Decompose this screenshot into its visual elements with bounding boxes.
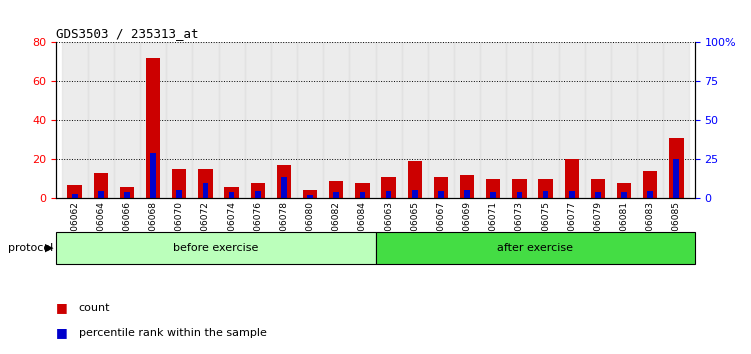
Bar bbox=[255, 192, 261, 198]
Bar bbox=[637, 42, 663, 198]
Bar bbox=[543, 192, 548, 198]
Bar bbox=[94, 173, 108, 198]
Bar bbox=[506, 42, 532, 198]
Bar bbox=[569, 192, 575, 198]
Bar bbox=[408, 161, 422, 198]
Bar bbox=[114, 42, 140, 198]
Text: percentile rank within the sample: percentile rank within the sample bbox=[79, 328, 267, 338]
Bar bbox=[225, 187, 239, 198]
Bar bbox=[271, 42, 297, 198]
Bar bbox=[166, 42, 192, 198]
Bar bbox=[674, 159, 679, 198]
Bar bbox=[245, 42, 271, 198]
Bar bbox=[360, 193, 365, 198]
Bar bbox=[119, 187, 134, 198]
Bar bbox=[386, 192, 391, 198]
Bar bbox=[382, 177, 396, 198]
Text: count: count bbox=[79, 303, 110, 313]
Bar bbox=[460, 175, 475, 198]
Text: protocol: protocol bbox=[8, 243, 53, 253]
Bar bbox=[349, 42, 376, 198]
Bar bbox=[198, 169, 213, 198]
Bar bbox=[486, 179, 500, 198]
Bar bbox=[647, 192, 653, 198]
Text: GDS3503 / 235313_at: GDS3503 / 235313_at bbox=[56, 27, 199, 40]
Bar bbox=[62, 42, 88, 198]
Bar bbox=[464, 190, 470, 198]
Text: before exercise: before exercise bbox=[173, 243, 258, 253]
Bar bbox=[517, 193, 522, 198]
Bar bbox=[512, 179, 526, 198]
Bar bbox=[376, 232, 695, 264]
Bar bbox=[146, 58, 160, 198]
Bar bbox=[591, 179, 605, 198]
Bar bbox=[329, 181, 343, 198]
Bar bbox=[172, 169, 186, 198]
Bar bbox=[88, 42, 114, 198]
Bar bbox=[98, 192, 104, 198]
Bar bbox=[192, 42, 219, 198]
Bar bbox=[438, 192, 444, 198]
Bar bbox=[565, 159, 579, 198]
Text: ■: ■ bbox=[56, 326, 68, 339]
Bar bbox=[203, 183, 208, 198]
Bar bbox=[140, 42, 166, 198]
Bar bbox=[176, 190, 182, 198]
Bar bbox=[595, 193, 601, 198]
Bar bbox=[663, 42, 689, 198]
Bar bbox=[251, 183, 265, 198]
Bar bbox=[150, 154, 156, 198]
Bar bbox=[333, 193, 339, 198]
Bar bbox=[56, 232, 376, 264]
Bar bbox=[281, 177, 287, 198]
Text: ■: ■ bbox=[56, 302, 68, 314]
Bar bbox=[559, 42, 585, 198]
Bar bbox=[669, 138, 683, 198]
Bar bbox=[617, 183, 632, 198]
Bar bbox=[376, 42, 402, 198]
Bar bbox=[307, 195, 313, 198]
Bar bbox=[219, 42, 245, 198]
Bar bbox=[402, 42, 428, 198]
Text: ▶: ▶ bbox=[45, 243, 53, 253]
Bar bbox=[480, 42, 506, 198]
Bar bbox=[611, 42, 637, 198]
Bar bbox=[538, 179, 553, 198]
Bar bbox=[412, 190, 418, 198]
Bar bbox=[454, 42, 480, 198]
Bar bbox=[585, 42, 611, 198]
Bar bbox=[621, 193, 627, 198]
Bar bbox=[532, 42, 559, 198]
Bar bbox=[303, 190, 317, 198]
Text: after exercise: after exercise bbox=[497, 243, 573, 253]
Bar bbox=[428, 42, 454, 198]
Bar bbox=[276, 165, 291, 198]
Bar bbox=[434, 177, 448, 198]
Bar bbox=[355, 183, 369, 198]
Bar bbox=[68, 185, 82, 198]
Bar bbox=[490, 193, 496, 198]
Bar bbox=[297, 42, 323, 198]
Bar bbox=[229, 193, 234, 198]
Bar bbox=[124, 193, 130, 198]
Bar bbox=[323, 42, 349, 198]
Bar bbox=[72, 194, 77, 198]
Bar bbox=[643, 171, 657, 198]
